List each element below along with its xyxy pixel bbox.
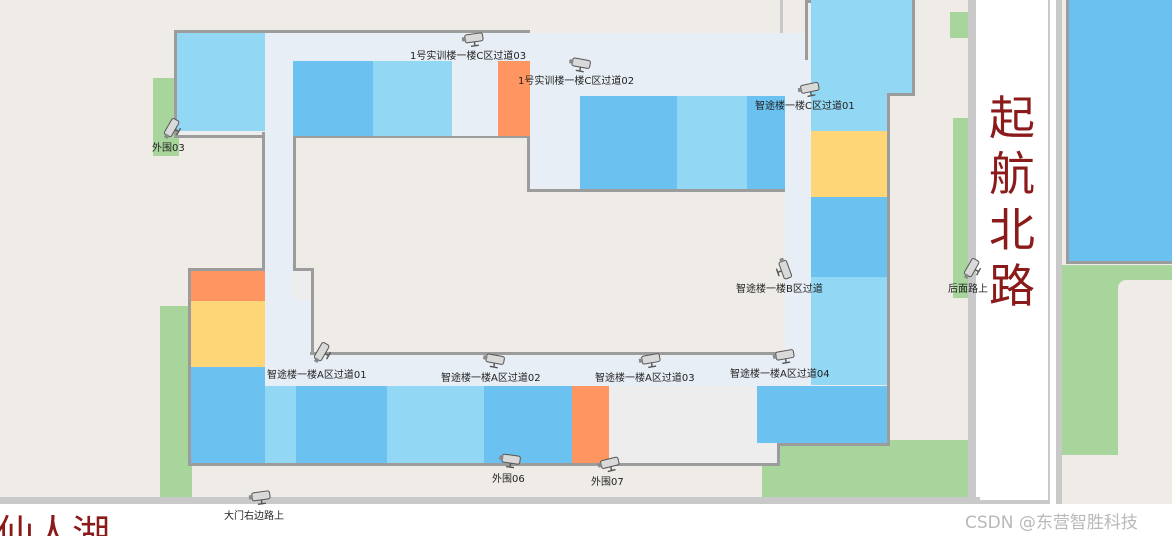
corridor-c-mid[interactable] xyxy=(452,60,498,136)
camera-icon[interactable] xyxy=(960,255,984,283)
room[interactable] xyxy=(191,301,265,367)
camera-label[interactable]: 后面路上 xyxy=(948,284,988,295)
room[interactable] xyxy=(747,96,785,189)
room[interactable] xyxy=(811,0,912,93)
lot-edge-vertical xyxy=(780,0,783,64)
room[interactable] xyxy=(373,61,452,136)
room[interactable] xyxy=(677,96,747,189)
camera-label[interactable]: 1号实训楼一楼C区过道02 xyxy=(518,76,635,87)
camera-label[interactable]: 智途楼一楼A区过道02 xyxy=(441,373,541,384)
camera-label[interactable]: 外围07 xyxy=(591,477,624,488)
road-label-east: 起航北路 xyxy=(989,91,1035,313)
corridor-east[interactable] xyxy=(785,60,811,390)
camera-icon[interactable] xyxy=(481,351,507,369)
room[interactable] xyxy=(811,197,887,277)
lot xyxy=(1118,280,1172,455)
camera-icon[interactable] xyxy=(310,339,334,367)
neighbor-building xyxy=(1066,0,1172,264)
camera-label[interactable]: 外围03 xyxy=(152,143,185,154)
room[interactable] xyxy=(191,271,265,301)
camera-icon[interactable] xyxy=(247,488,273,506)
camera-label[interactable]: 智途楼一楼C区过道01 xyxy=(755,101,855,112)
room[interactable] xyxy=(811,131,887,197)
corridor-c-spur[interactable] xyxy=(530,60,580,188)
camera-label[interactable]: 智途楼一楼A区过道03 xyxy=(595,373,695,384)
room[interactable] xyxy=(191,367,265,463)
camera-label[interactable]: 1号实训楼一楼C区过道03 xyxy=(410,51,527,62)
camera-label[interactable]: 大门右边路上 xyxy=(224,511,284,522)
camera-label[interactable]: 智途楼一楼A区过道01 xyxy=(267,370,367,381)
green-space xyxy=(160,306,192,498)
east-road[interactable] xyxy=(976,0,1048,500)
room[interactable] xyxy=(498,61,530,136)
watermark: CSDN @东营智胜科技 xyxy=(965,513,1138,533)
east-road-lane[interactable] xyxy=(1050,0,1056,536)
corridor-north[interactable] xyxy=(265,33,805,61)
corridor-south[interactable] xyxy=(265,356,811,386)
room[interactable] xyxy=(177,33,265,131)
camera-icon[interactable] xyxy=(596,454,623,473)
camera-label[interactable]: 外围06 xyxy=(492,474,525,485)
camera-icon[interactable] xyxy=(637,351,663,369)
camera-icon[interactable] xyxy=(567,55,593,73)
room[interactable] xyxy=(387,386,484,463)
camera-icon[interactable] xyxy=(460,30,486,48)
room[interactable] xyxy=(811,93,887,131)
room[interactable] xyxy=(293,61,373,136)
camera-icon[interactable] xyxy=(497,451,523,469)
camera-icon[interactable] xyxy=(796,80,822,99)
room[interactable] xyxy=(265,386,296,463)
camera-icon[interactable] xyxy=(771,347,797,365)
south-road[interactable] xyxy=(0,504,1172,536)
camera-icon[interactable] xyxy=(160,115,184,143)
road-label-south: 仙人湖 xyxy=(0,512,111,536)
room[interactable] xyxy=(296,386,387,463)
room[interactable] xyxy=(757,386,887,443)
camera-icon[interactable] xyxy=(773,255,794,282)
road-edge xyxy=(0,497,980,505)
green-space xyxy=(762,440,972,498)
camera-label[interactable]: 智途楼一楼A区过道04 xyxy=(730,369,830,380)
road-edge xyxy=(1054,0,1062,536)
room[interactable] xyxy=(572,386,609,463)
room[interactable] xyxy=(580,96,677,189)
room[interactable] xyxy=(811,277,887,385)
camera-label[interactable]: 智途楼一楼B区过道 xyxy=(736,284,823,295)
green-space xyxy=(950,12,968,38)
room[interactable] xyxy=(484,386,572,463)
